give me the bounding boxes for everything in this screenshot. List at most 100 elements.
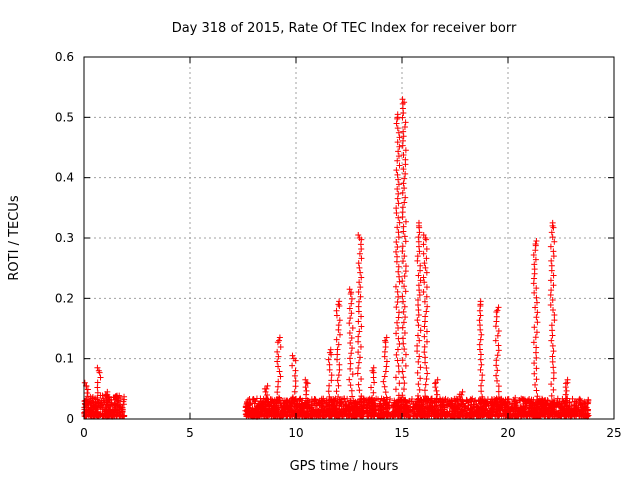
data-point: [390, 410, 397, 417]
data-point: [400, 308, 407, 315]
y-axis-label: ROTI / TECUs: [7, 195, 22, 280]
data-point: [399, 278, 406, 285]
data-point: [414, 412, 421, 419]
data-point: [396, 278, 403, 285]
data-point: [393, 304, 400, 311]
data-point: [114, 411, 121, 418]
data-point: [423, 328, 430, 335]
data-point: [347, 340, 354, 347]
data-point: [550, 364, 557, 371]
data-point: [383, 400, 390, 407]
data-point: [504, 398, 511, 405]
data-point: [478, 382, 485, 389]
data-point: [303, 387, 310, 394]
data-point: [531, 405, 538, 412]
data-point: [415, 222, 422, 229]
data-point: [503, 411, 510, 418]
data-point: [393, 167, 400, 174]
data-point: [401, 273, 408, 280]
data-point: [402, 268, 409, 275]
data-point: [366, 401, 373, 408]
data-point: [326, 382, 333, 389]
data-point: [402, 362, 409, 369]
x-tick-label: 10: [288, 426, 303, 440]
data-point: [433, 407, 440, 414]
data-point: [402, 351, 409, 358]
data-point: [394, 299, 401, 306]
data-point: [524, 397, 531, 404]
data-point: [336, 298, 343, 305]
data-point: [264, 412, 271, 419]
data-point: [417, 262, 424, 269]
data-point: [355, 333, 362, 340]
data-point: [355, 338, 362, 345]
data-point: [548, 412, 555, 419]
data-point: [400, 335, 407, 342]
data-point: [550, 272, 557, 279]
data-point: [415, 307, 422, 314]
data-point: [467, 401, 474, 408]
data-point: [303, 407, 310, 414]
data-point: [415, 405, 422, 412]
data-point: [495, 327, 502, 334]
data-point: [342, 401, 349, 408]
data-point: [434, 376, 441, 383]
data-point: [392, 283, 399, 290]
data-point: [417, 375, 424, 382]
data-point: [274, 358, 281, 365]
data-point: [563, 387, 570, 394]
data-point: [401, 398, 408, 405]
data-point: [423, 269, 430, 276]
data-point: [358, 255, 365, 262]
data-point: [347, 398, 354, 405]
data-point: [348, 334, 355, 341]
data-point: [334, 377, 341, 384]
data-point: [384, 405, 391, 412]
data-point: [395, 229, 402, 236]
data-point: [297, 396, 304, 403]
data-point: [420, 274, 427, 281]
data-point: [423, 399, 430, 406]
data-point: [293, 411, 300, 418]
data-point: [347, 360, 354, 367]
data-point: [562, 380, 569, 387]
data-point: [423, 255, 430, 262]
data-point: [334, 351, 341, 358]
data-point: [97, 374, 104, 381]
data-point: [327, 346, 334, 353]
data-point: [402, 194, 409, 201]
data-point: [357, 343, 364, 350]
data-point: [441, 403, 448, 410]
data-point: [402, 238, 409, 245]
data-point: [493, 362, 500, 369]
data-point: [371, 379, 378, 386]
data-point: [335, 301, 342, 308]
data-point: [84, 389, 91, 396]
data-point: [289, 362, 296, 369]
data-point: [422, 359, 429, 366]
data-point: [423, 284, 430, 291]
data-point: [420, 288, 427, 295]
data-point: [84, 386, 91, 393]
data-point: [396, 273, 403, 280]
data-point: [395, 176, 402, 183]
data-point: [335, 322, 342, 329]
data-point: [355, 318, 362, 325]
data-point: [502, 412, 509, 419]
data-point: [399, 293, 406, 300]
x-tick-label: 20: [500, 426, 515, 440]
data-point: [369, 367, 376, 374]
data-point: [400, 258, 407, 265]
data-point: [407, 408, 414, 415]
data-point: [456, 404, 463, 411]
data-point: [477, 399, 484, 406]
data-point: [394, 253, 401, 260]
data-point: [355, 381, 362, 388]
data-point: [255, 410, 262, 417]
data-point: [252, 398, 259, 405]
data-point: [488, 402, 495, 409]
data-point: [357, 293, 364, 300]
data-point: [392, 386, 399, 393]
data-point: [394, 288, 401, 295]
